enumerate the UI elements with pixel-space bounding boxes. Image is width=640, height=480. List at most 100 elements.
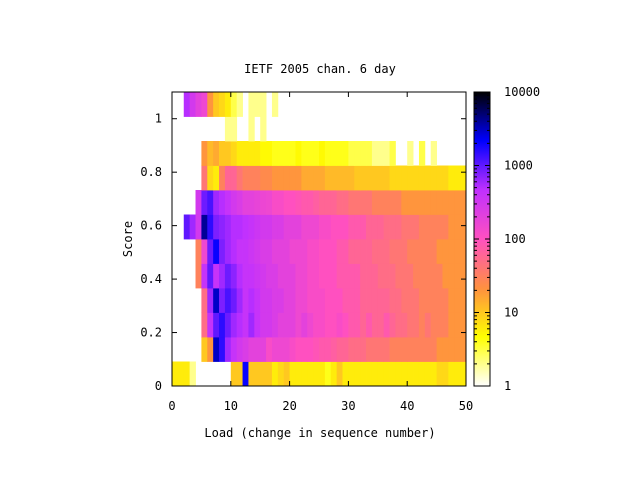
heatmap-cell <box>401 288 408 313</box>
heatmap-cell <box>195 239 202 264</box>
heatmap-cell <box>289 312 296 338</box>
heatmap-cell <box>313 141 320 166</box>
heatmap-cell <box>418 312 426 338</box>
heatmap-cell <box>354 214 361 240</box>
heatmap-cell <box>454 337 461 362</box>
heatmap-cell <box>313 337 320 362</box>
heatmap-cell <box>242 361 249 387</box>
heatmap-cell <box>383 239 390 264</box>
heatmap-cell <box>430 190 437 215</box>
heatmap-cell <box>383 361 390 387</box>
heatmap-cell <box>395 165 402 191</box>
heatmap-cell <box>330 361 338 387</box>
heatmap-cell <box>266 165 273 191</box>
heatmap-cell <box>283 312 290 338</box>
heatmap-cell <box>283 165 290 191</box>
heatmap-cell <box>254 288 261 313</box>
y-tick-label: 0.8 <box>140 165 162 179</box>
heatmap-cell <box>260 288 267 313</box>
heatmap-cell <box>377 165 385 191</box>
heatmap-cell <box>224 312 232 338</box>
heatmap-cell <box>401 263 408 289</box>
heatmap-cell <box>418 239 426 264</box>
heatmap-cell <box>260 361 267 387</box>
heatmap-cell <box>313 288 320 313</box>
heatmap-cell <box>307 337 314 362</box>
heatmap-cell <box>236 263 243 289</box>
heatmap-cell <box>295 288 302 313</box>
heatmap-cell <box>430 361 437 387</box>
heatmap-cell <box>401 165 408 191</box>
heatmap-cell <box>313 239 320 264</box>
heatmap-cell <box>454 263 461 289</box>
heatmap-cell <box>407 141 414 166</box>
heatmap-cell <box>271 361 279 387</box>
heatmap-cell <box>342 312 349 338</box>
heatmap-cell <box>307 263 314 289</box>
heatmap-cell <box>319 288 326 313</box>
heatmap-cell <box>319 312 326 338</box>
heatmap-cell <box>301 337 308 362</box>
heatmap-cell <box>360 263 367 289</box>
heatmap-cell <box>271 337 279 362</box>
y-tick-label: 0.2 <box>140 326 162 340</box>
heatmap-cell <box>213 190 220 215</box>
heatmap-cell <box>395 214 402 240</box>
heatmap-cell <box>289 288 296 313</box>
heatmap-cell <box>277 337 285 362</box>
heatmap-cell <box>336 141 343 166</box>
heatmap-cell <box>295 190 302 215</box>
heatmap-cell <box>260 312 267 338</box>
heatmap-cell <box>248 116 255 142</box>
heatmap-cell <box>313 361 320 387</box>
heatmap-cell <box>307 312 314 338</box>
heatmap-cell <box>201 190 208 215</box>
heatmap-cell <box>330 337 338 362</box>
heatmap-cell <box>360 337 367 362</box>
colorbar-tick-label: 1 <box>504 379 511 393</box>
heatmap-cell <box>424 312 432 338</box>
heatmap-cell <box>201 263 208 289</box>
heatmap-cell <box>242 214 249 240</box>
heatmap-cell <box>254 312 261 338</box>
heatmap-cell <box>389 263 396 289</box>
heatmap-cell <box>436 361 443 387</box>
heatmap-cell <box>277 361 285 387</box>
heatmap-cell <box>289 214 296 240</box>
heatmap-cell <box>219 312 226 338</box>
heatmap-cell <box>418 263 426 289</box>
heatmap-cell <box>336 337 343 362</box>
heatmap-cell <box>289 361 296 387</box>
heatmap-cell <box>172 361 179 387</box>
y-tick-label: 0.4 <box>140 272 162 286</box>
heatmap-cell <box>407 214 414 240</box>
heatmap-cell <box>371 288 379 313</box>
heatmap-cell <box>271 263 279 289</box>
heatmap-cell <box>371 214 379 240</box>
heatmap-cell <box>201 141 208 166</box>
heatmap-cell <box>377 288 385 313</box>
heatmap-cell <box>307 361 314 387</box>
heatmap-cell <box>189 361 196 387</box>
heatmap-cell <box>377 239 385 264</box>
heatmap-cell <box>430 288 437 313</box>
heatmap-cell <box>430 165 437 191</box>
heatmap-cell <box>460 288 467 313</box>
heatmap-cell <box>248 337 255 362</box>
heatmap-cell <box>242 190 249 215</box>
heatmap-cell <box>230 141 238 166</box>
heatmap-cell <box>336 312 343 338</box>
heatmap-cell <box>219 141 226 166</box>
heatmap-cell <box>442 165 449 191</box>
heatmap-cell <box>330 288 338 313</box>
heatmap-cell <box>342 239 349 264</box>
heatmap-cell <box>319 141 326 166</box>
heatmap-cell <box>224 165 232 191</box>
heatmap-cell <box>301 165 308 191</box>
heatmap-cell <box>324 239 332 264</box>
heatmap-cell <box>377 190 385 215</box>
heatmap-cell <box>366 361 373 387</box>
heatmap-cell <box>354 239 361 264</box>
heatmap-cell <box>207 239 214 264</box>
heatmap-cell <box>195 263 202 289</box>
